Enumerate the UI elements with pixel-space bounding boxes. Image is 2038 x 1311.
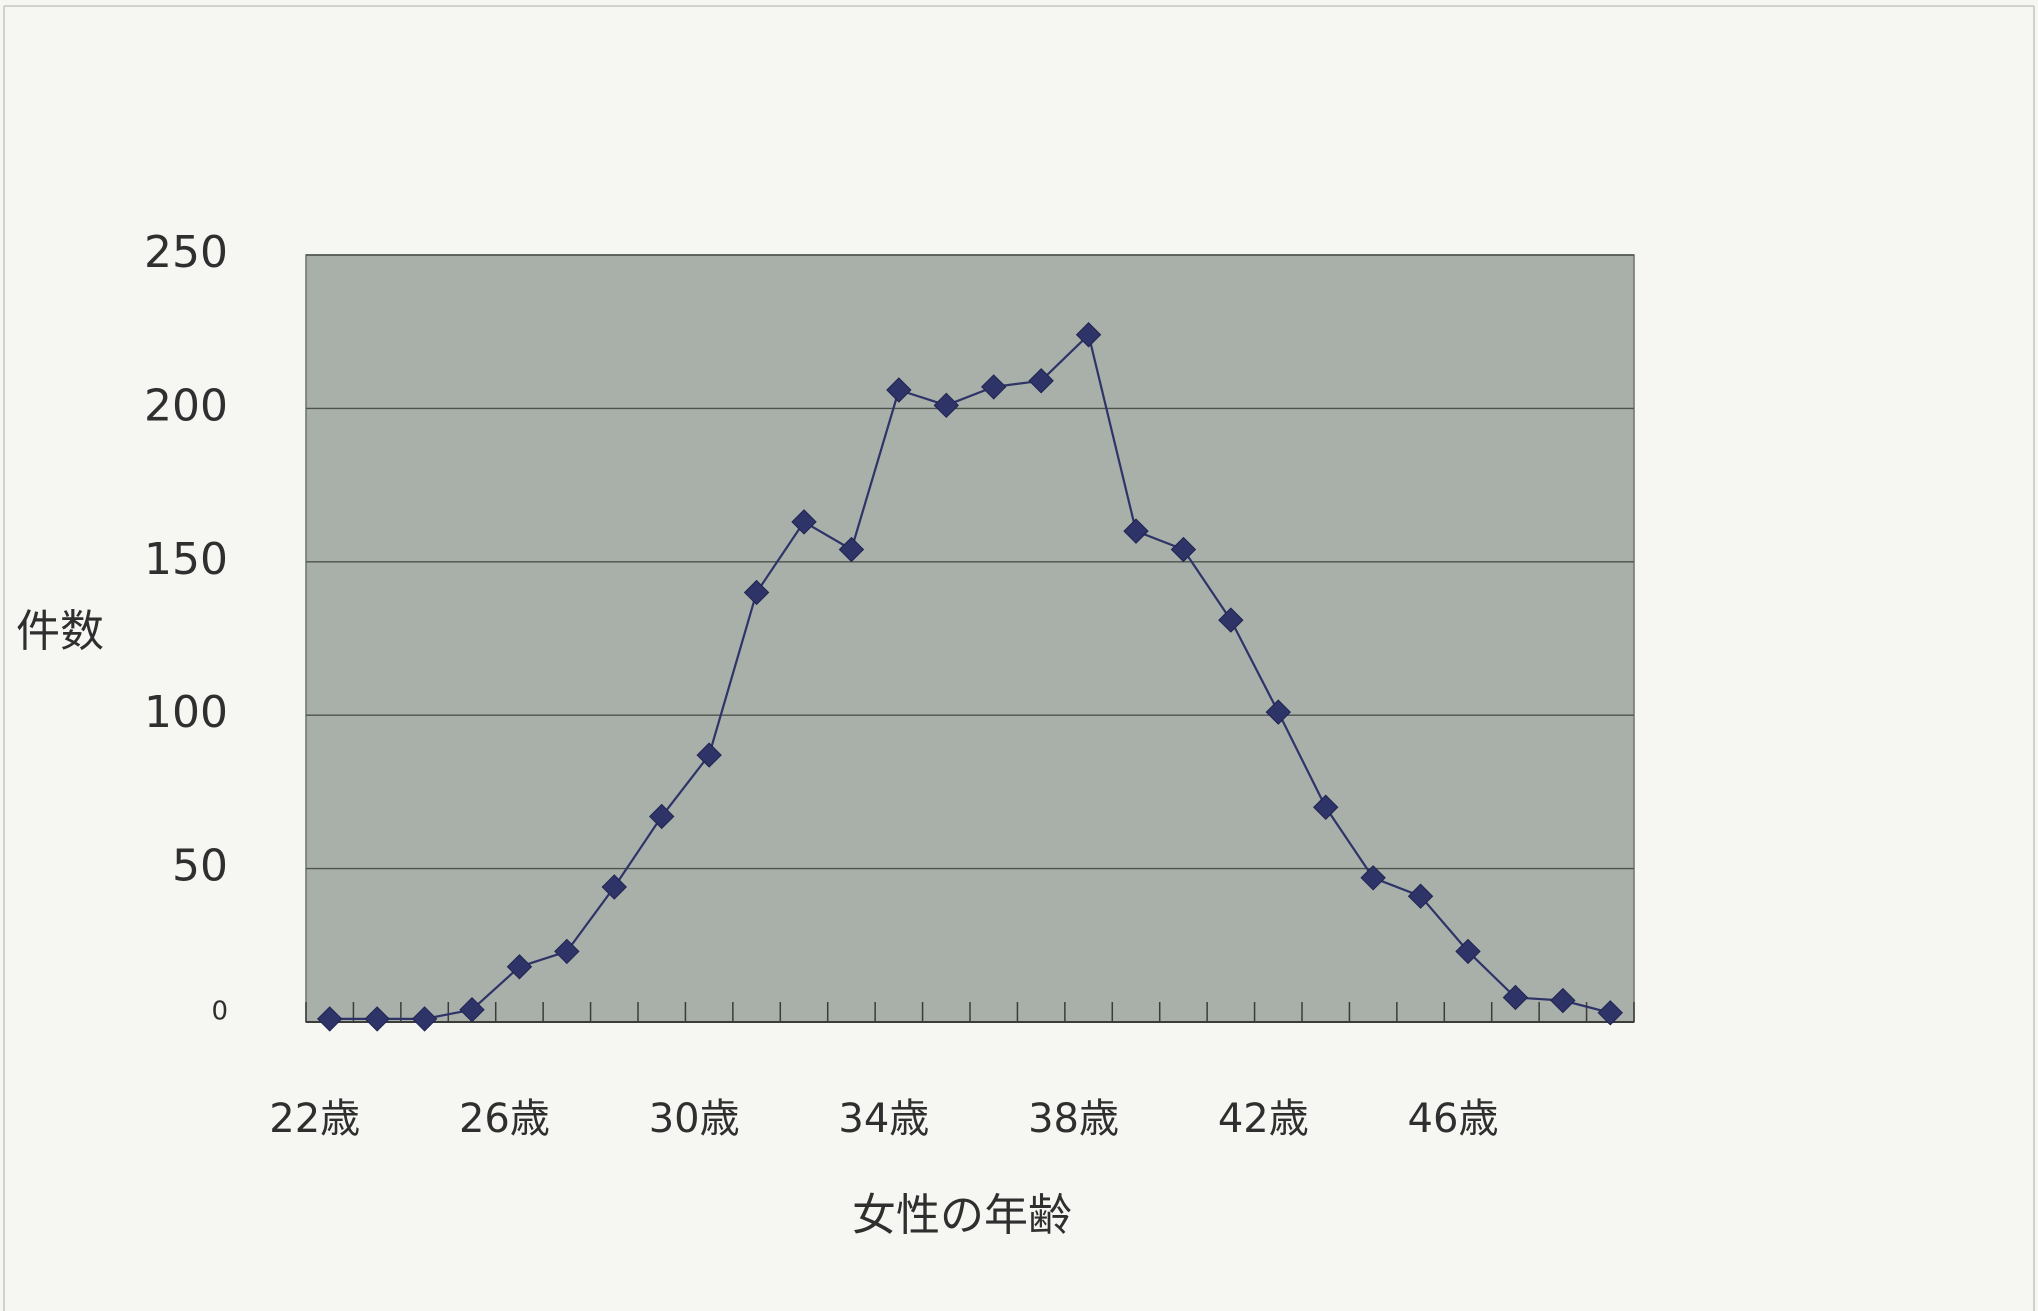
data-point [1407,883,1434,909]
y-tick-label: 100 [144,687,228,738]
x-axis-title: 女性の年齢 [852,1190,1072,1241]
x-tick-labels: 22歳 26歳 30歳 34歳 38歳 42歳 46歳 [269,1096,1498,1142]
data-point [1502,984,1529,1011]
data-point [1313,794,1339,820]
x-tick-label: 42歳 [1218,1096,1309,1142]
x-tick-label: 22歳 [269,1096,360,1142]
y-tick-labels: 0 50 100 150 200 250 [144,227,228,1027]
x-tick-label: 26歳 [459,1096,550,1142]
data-point [411,1006,438,1032]
y-tick-label: 0 [211,997,228,1027]
gridlines [306,254,1634,870]
y-tick-label: 50 [172,841,228,892]
data-point [1550,987,1576,1014]
data-point [981,374,1007,400]
x-tick-label: 46歳 [1408,1096,1499,1142]
data-point [1028,368,1054,394]
data-point [1455,938,1481,965]
data-point [696,742,722,768]
y-tick-label: 150 [144,534,228,585]
data-point [364,1006,390,1032]
data-point [933,392,959,419]
data-point [743,579,770,606]
data-point [838,536,865,563]
page-border [3,5,2035,1311]
data-point [317,1006,343,1032]
plot-area [305,254,1635,1023]
data-point [459,997,485,1023]
series-line [329,333,1611,1021]
x-tick-label: 38歳 [1028,1096,1119,1142]
data-point [601,874,627,900]
data-point [554,938,580,965]
data-point [1123,518,1149,544]
data-point [1265,699,1291,725]
data-point [791,509,817,535]
data-point [1170,536,1197,563]
data-point [649,803,675,830]
data-point [1597,1000,1623,1026]
x-tick-label: 34歳 [838,1096,929,1142]
data-point [506,954,533,980]
y-axis-title: 件数 [16,606,104,657]
data-point [1218,607,1244,633]
y-tick-label: 250 [144,227,228,278]
x-tick-label: 30歳 [649,1096,740,1142]
x-axis [305,1002,1635,1023]
y-tick-label: 200 [144,380,228,431]
data-point [1075,322,1102,348]
data-point [886,377,912,403]
series [317,322,1623,1032]
data-point [1360,865,1386,891]
